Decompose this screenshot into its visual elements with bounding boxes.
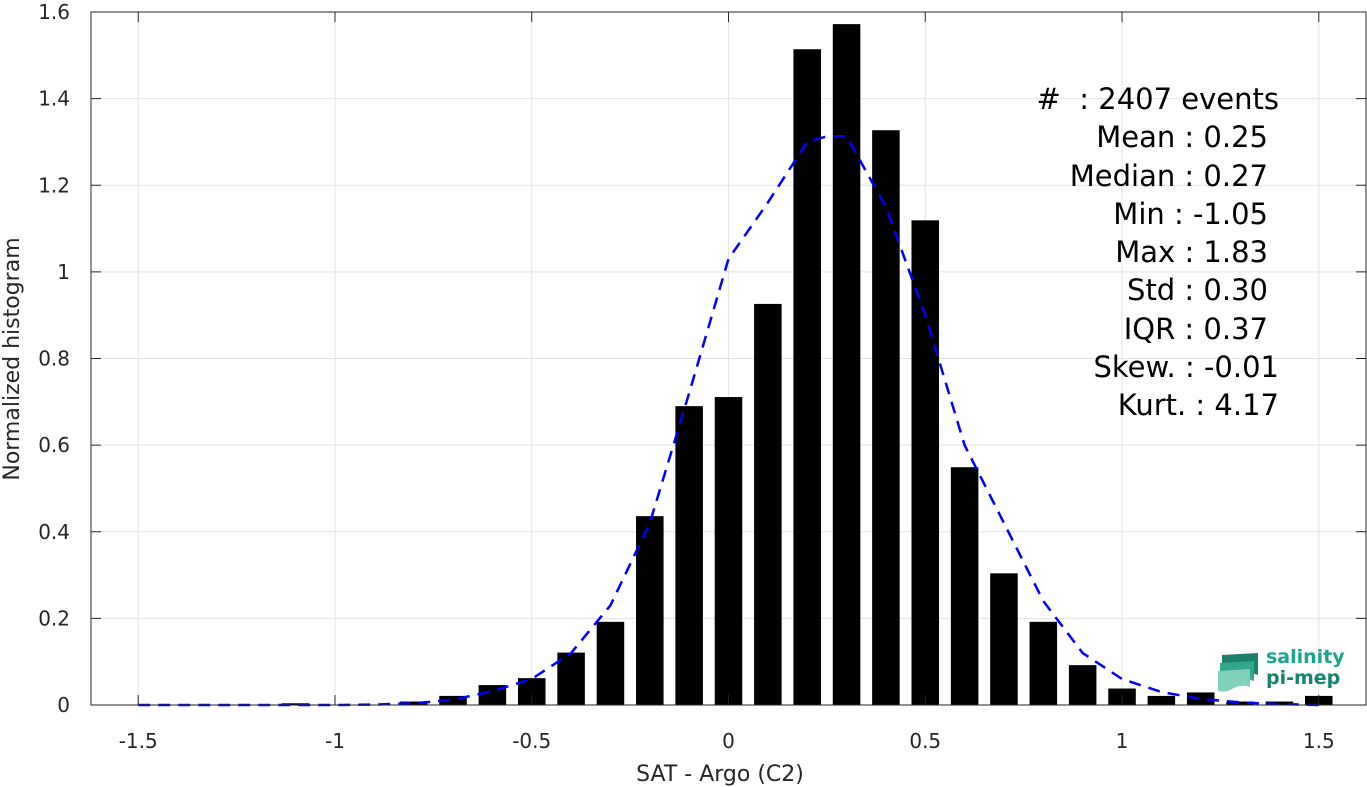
histogram-bar xyxy=(675,406,703,705)
histogram-bar xyxy=(990,573,1018,705)
x-tick-label: 0.5 xyxy=(909,729,941,753)
y-tick-label: 0 xyxy=(57,693,70,717)
histogram-bar xyxy=(399,701,428,705)
stat-std: Std : 0.30 xyxy=(1127,273,1268,308)
logo-line-2: pi-mep xyxy=(1266,667,1341,689)
stat-kurt: Kurt. : 4.17 xyxy=(1117,388,1279,423)
y-tick-label: 1.4 xyxy=(38,87,70,111)
x-tick-label: -1.5 xyxy=(119,729,158,753)
y-tick-label: 1.6 xyxy=(38,0,70,24)
stat-max: Max : 1.83 xyxy=(1115,235,1268,270)
x-tick-label: 1 xyxy=(1116,729,1129,753)
histogram-bar xyxy=(911,220,940,705)
histogram-bar xyxy=(281,703,310,705)
histogram-bar xyxy=(596,621,625,705)
wave-layers-icon xyxy=(1218,653,1258,692)
histogram-bar xyxy=(714,397,743,705)
x-tick-label: -1 xyxy=(325,729,345,753)
histogram-bar xyxy=(439,695,467,705)
histogram-bar xyxy=(1265,701,1294,705)
histogram-bar xyxy=(872,130,900,706)
x-tick-label: 0 xyxy=(722,729,735,753)
histogram-bar xyxy=(1147,695,1176,705)
grid xyxy=(91,11,1366,706)
y-tick-label: 0.6 xyxy=(38,433,70,457)
logo-text: salinity pi-mep xyxy=(1266,647,1345,689)
logo-line-1: salinity xyxy=(1266,646,1345,668)
histogram-bar xyxy=(1226,701,1254,705)
stat-iqr: IQR : 0.37 xyxy=(1123,311,1268,346)
y-tick-label: 0.8 xyxy=(38,347,70,371)
y-axis-label: Normalized histogram xyxy=(0,237,25,480)
y-ticks: 0 0.2 0.4 0.6 0.8 1 1.2 1.4 1.6 xyxy=(38,0,1366,717)
statistics-box: # : 2407 events Mean : 0.25 Median : 0.2… xyxy=(1037,80,1279,425)
histogram-bar xyxy=(636,516,664,705)
stat-skew: Skew. : -0.01 xyxy=(1093,350,1279,385)
x-axis-label: SAT - Argo (C2) xyxy=(636,762,804,787)
histogram-bar xyxy=(1186,692,1215,705)
x-tick-label: 1.5 xyxy=(1303,729,1335,753)
x-ticks: -1.5 -1 -0.5 0 0.5 1 1.5 xyxy=(119,12,1335,753)
histogram-bar xyxy=(1029,621,1058,705)
y-tick-label: 0.4 xyxy=(38,520,70,544)
x-tick-label: -0.5 xyxy=(512,729,551,753)
stat-median: Median : 0.27 xyxy=(1069,158,1268,193)
histogram-bar xyxy=(832,24,861,705)
histogram-bar xyxy=(557,652,585,705)
y-tick-label: 1 xyxy=(57,260,70,284)
y-tick-label: 0.2 xyxy=(38,606,70,630)
stat-min: Min : -1.05 xyxy=(1113,196,1268,231)
histogram-bar xyxy=(1068,665,1097,705)
y-tick-label: 1.2 xyxy=(38,173,70,197)
bars xyxy=(281,24,1333,706)
salinity-pi-mep-logo: salinity pi-mep xyxy=(1218,647,1348,695)
stat-mean: Mean : 0.25 xyxy=(1096,120,1268,155)
histogram-bar xyxy=(793,49,821,705)
stat-count: # : 2407 events xyxy=(1036,82,1279,116)
histogram-bar xyxy=(754,303,782,705)
histogram-bar xyxy=(950,467,979,705)
